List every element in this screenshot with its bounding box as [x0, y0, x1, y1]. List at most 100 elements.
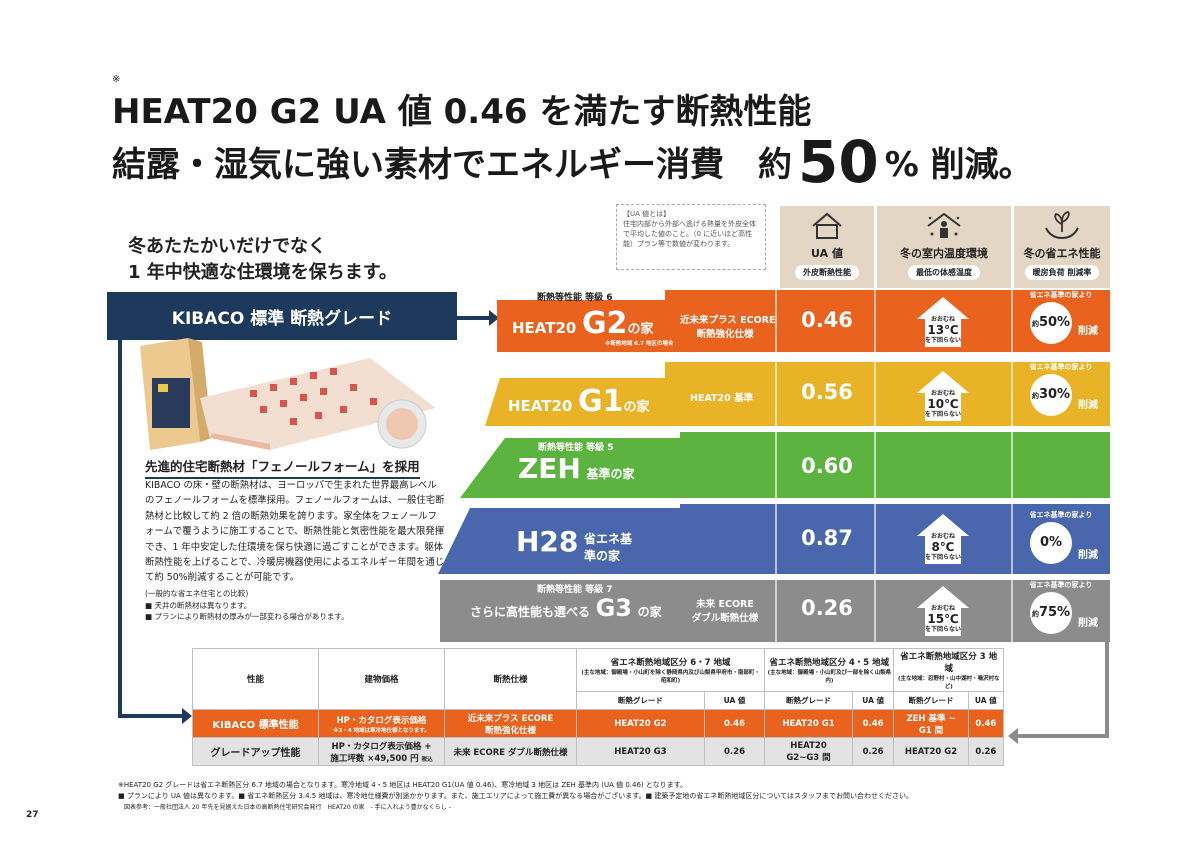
tier-g3-name: さらに高性能も選べる G3 の家 — [470, 594, 662, 622]
tier-h28-saving-suffix: 削減 — [1078, 550, 1098, 561]
column-header-ua-title: UA 値 — [811, 247, 843, 260]
th-region-67: 省エネ断熱地域区分 6・7 地域 (主な地域：御殿場・小山町を除く静岡県内及び山梨… — [575, 648, 766, 692]
tier-g3-grade: 断熱等性能 等級 7 — [537, 585, 613, 595]
th-ua-3: UA 値 — [967, 691, 1005, 710]
column-header-temp-sub: 最低の体感温度 — [908, 265, 980, 280]
column-header-save: 冬の省エネ性能 暖房負荷 削減率 — [1014, 206, 1110, 288]
tier-g2-name-big: G2 — [581, 306, 628, 341]
tier-g3-spec: 未来 ECORE ダブル断熱仕様 — [691, 599, 759, 624]
tier-g1-name: HEAT20 G1の家 — [508, 384, 650, 419]
th-ua-45: UA 値 — [851, 691, 895, 710]
tier-g1-temp: おおむね 10℃ を下回らない — [924, 390, 961, 418]
lead-line2: 1 年中快適な住環境を保ちます。 — [128, 262, 397, 283]
tier-g1-ua: 0.56 — [801, 380, 853, 404]
table-row-upgrade: グレードアップ性能 HP・カタログ表示価格 + 施工坪数 ×49,500 円 税込… — [192, 737, 1005, 766]
feature-body-text: KIBACO の床・壁の断熱材は、ヨーロッパで生まれた世界最高レベルのフェノール… — [145, 480, 445, 584]
tier-g3-saving-suffix: 削減 — [1078, 618, 1098, 629]
tier-g2-saving: 省エネ基準の家より 約50% — [1016, 290, 1106, 344]
connector-arrow-top — [457, 316, 493, 320]
page-number: 27 — [26, 810, 39, 820]
return-arrowhead — [1008, 728, 1018, 744]
th-region-45: 省エネ断熱地域区分 4・5 地域 (主な地域：御殿場・小山町及び一部を除く山梨県内… — [764, 648, 895, 692]
phenol-foam-product-image — [140, 338, 436, 450]
ua-note-title: 【UA 値とは】 — [623, 210, 671, 218]
tier-g2-ua: 0.46 — [801, 308, 853, 332]
headline-line2: 結露・湿気に強い素材でエネルギー消費 約 50% 削減。 — [112, 128, 1033, 196]
th-ua-67: UA 値 — [703, 691, 766, 710]
tier-zeh-name: ZEH 基準の家 — [518, 452, 635, 485]
footnote-3: 図表参考：一般社団法人 20 年先を見据えた日本の高断熱住宅研究会発行 HEAT… — [124, 804, 451, 811]
column-header-temp-title: 冬の室内温度環境 — [900, 247, 988, 260]
tier-g1-name-big: G1 — [577, 384, 624, 419]
return-line-right — [1105, 620, 1109, 738]
tier-g3-name-big: G3 — [595, 594, 632, 622]
temp-house-icon — [917, 586, 969, 636]
connector-line-left — [118, 340, 122, 718]
feature-title: 先進的住宅断熱材「フェノールフォーム」を採用 — [145, 456, 420, 479]
ua-note-text: 住宅内部から外部へ逃げる熱量を外皮全体で平均した値のこと。（0 に近いほど高性能… — [623, 220, 756, 248]
feature-note-1: ■ 天井の断熱材は異なります。 — [145, 601, 252, 610]
column-header-save-title: 冬の省エネ性能 — [1023, 247, 1101, 260]
lead-line1: 冬あたたかいだけでなく — [128, 236, 326, 257]
temp-house-icon — [917, 514, 969, 564]
tier-h28-saving: 省エネ基準の家より 0% — [1016, 510, 1106, 564]
connector-line-bottom — [118, 714, 184, 718]
kibaco-grade-box: KIBACO 標準 断熱グレード — [107, 292, 457, 340]
column-header-save-sub: 暖房負荷 削減率 — [1024, 265, 1100, 280]
th-region-3: 省エネ断熱地域区分 3 地域 (主な地域：忍野村・山中湖村・鳴沢村など) — [893, 648, 1004, 692]
tier-zeh-ua: 0.60 — [801, 454, 853, 478]
tier-g1-saving-value: 30% — [1038, 387, 1071, 402]
footnote-2: ■ プランにより UA 値は異なります。■ 省エネ断熱区分 3.4.5 地域は、… — [118, 792, 913, 800]
tier-g3-saving: 省エネ基準の家より 約75% — [1016, 580, 1106, 634]
tier-zeh-grade: 断熱等性能 等級 5 — [538, 443, 614, 453]
feature-note-2: ■ プランにより断熱材の厚みが一部変わる場合があります。 — [145, 612, 349, 621]
th-perf: 性能 — [192, 648, 319, 710]
tier-h28-name-big: H28 — [516, 525, 579, 558]
return-line-bottom — [1018, 734, 1109, 738]
person-sparkle-icon — [927, 212, 961, 238]
th-spec: 断熱仕様 — [444, 648, 577, 710]
tier-h28-name: H28 省エネ基準の家 — [516, 525, 632, 563]
tier-g2-grade: 断熱等性能 等級 6 — [537, 293, 613, 303]
feature-small-note: (一般的な省エネ住宅との比較) — [145, 588, 249, 598]
tier-h28-saving-value: 0% — [1039, 535, 1063, 550]
tier-g2-temp: おおむね 13℃ を下回らない — [924, 316, 961, 344]
tier-g3-temp: おおむね 15℃ を下回らない — [924, 605, 961, 633]
house-outline-icon — [812, 212, 842, 239]
headline-line2-pre: 結露・湿気に強い素材でエネルギー消費 約 — [112, 145, 792, 185]
tier-g2-spec: 近未来プラス ECORE 断熱強化仕様 — [680, 315, 776, 340]
temp-house-icon — [917, 297, 969, 347]
headline-line2-post: % 削減。 — [884, 145, 1033, 185]
tier-g1-saving: 省エネ基準の家より 約30% — [1016, 362, 1106, 416]
tier-g2-name: HEAT20 G2の家 — [512, 306, 654, 341]
connector-arrowhead-bottom — [182, 708, 192, 724]
tier-g3-ua: 0.26 — [801, 596, 853, 620]
th-grade-45: 断熱グレード — [764, 691, 853, 710]
connector-arrowhead-top — [489, 310, 499, 326]
tier-g3-saving-value: 75% — [1038, 605, 1071, 620]
footnote-1: ※HEAT20 G2 グレードは省エネ断熱区分 6.7 地域の場合となります。寒… — [118, 781, 687, 789]
feature-notes: ■ 天井の断熱材は異なります。 ■ プランにより断熱材の厚みが一部変わる場合があ… — [145, 600, 349, 622]
column-header-ua: UA 値 外皮断熱性能 — [780, 206, 874, 288]
headline-big-number: 50 — [798, 128, 879, 196]
tier-g1-saving-suffix: 削減 — [1078, 400, 1098, 411]
tier-h28-temp: おおむね 8℃ を下回らない — [924, 533, 961, 561]
headline-line1: HEAT20 G2 UA 値 0.46 を満たす断熱性能 — [112, 92, 812, 132]
temp-house-icon — [917, 371, 969, 421]
tier-band-zeh — [460, 432, 1110, 498]
th-price: 建物価格 — [318, 648, 445, 710]
tier-g2-saving-value: 50% — [1038, 315, 1071, 330]
ua-note-box: 【UA 値とは】 住宅内部から外部へ逃げる熱量を外皮全体で平均した値のこと。（0… — [616, 204, 766, 270]
headline-note-mark: ※ — [112, 74, 121, 85]
comparison-table: 性能 建物価格 断熱仕様 省エネ断熱地域区分 6・7 地域 (主な地域：御殿場・小… — [192, 648, 1005, 766]
tier-zeh-name-big: ZEH — [518, 452, 581, 485]
tier-g2-saving-suffix: 削減 — [1078, 326, 1098, 337]
tier-h28-ua: 0.87 — [801, 526, 853, 550]
tier-g2-note: ※断熱地域 6.7 地区の場合 — [605, 341, 674, 347]
th-grade-67: 断熱グレード — [576, 691, 705, 710]
table-row-kibaco: KIBACO 標準性能 HP・カタログ表示価格 ※3・4 地域は寒冷地仕様となりま… — [192, 709, 1005, 738]
th-grade-3: 断熱グレード — [893, 691, 969, 710]
column-header-ua-sub: 外皮断熱性能 — [795, 265, 859, 280]
feature-body: KIBACO の床・壁の断熱材は、ヨーロッパで生まれた世界最高レベルのフェノール… — [145, 478, 445, 601]
plant-hands-icon — [1045, 211, 1079, 240]
